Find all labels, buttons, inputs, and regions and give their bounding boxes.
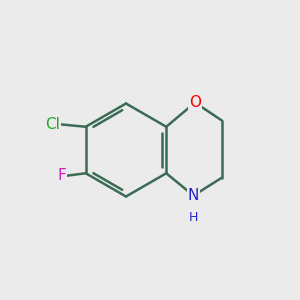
Text: F: F <box>57 168 66 183</box>
Text: H: H <box>189 211 198 224</box>
Text: O: O <box>189 95 201 110</box>
Text: Cl: Cl <box>45 117 60 132</box>
Text: N: N <box>188 188 199 203</box>
